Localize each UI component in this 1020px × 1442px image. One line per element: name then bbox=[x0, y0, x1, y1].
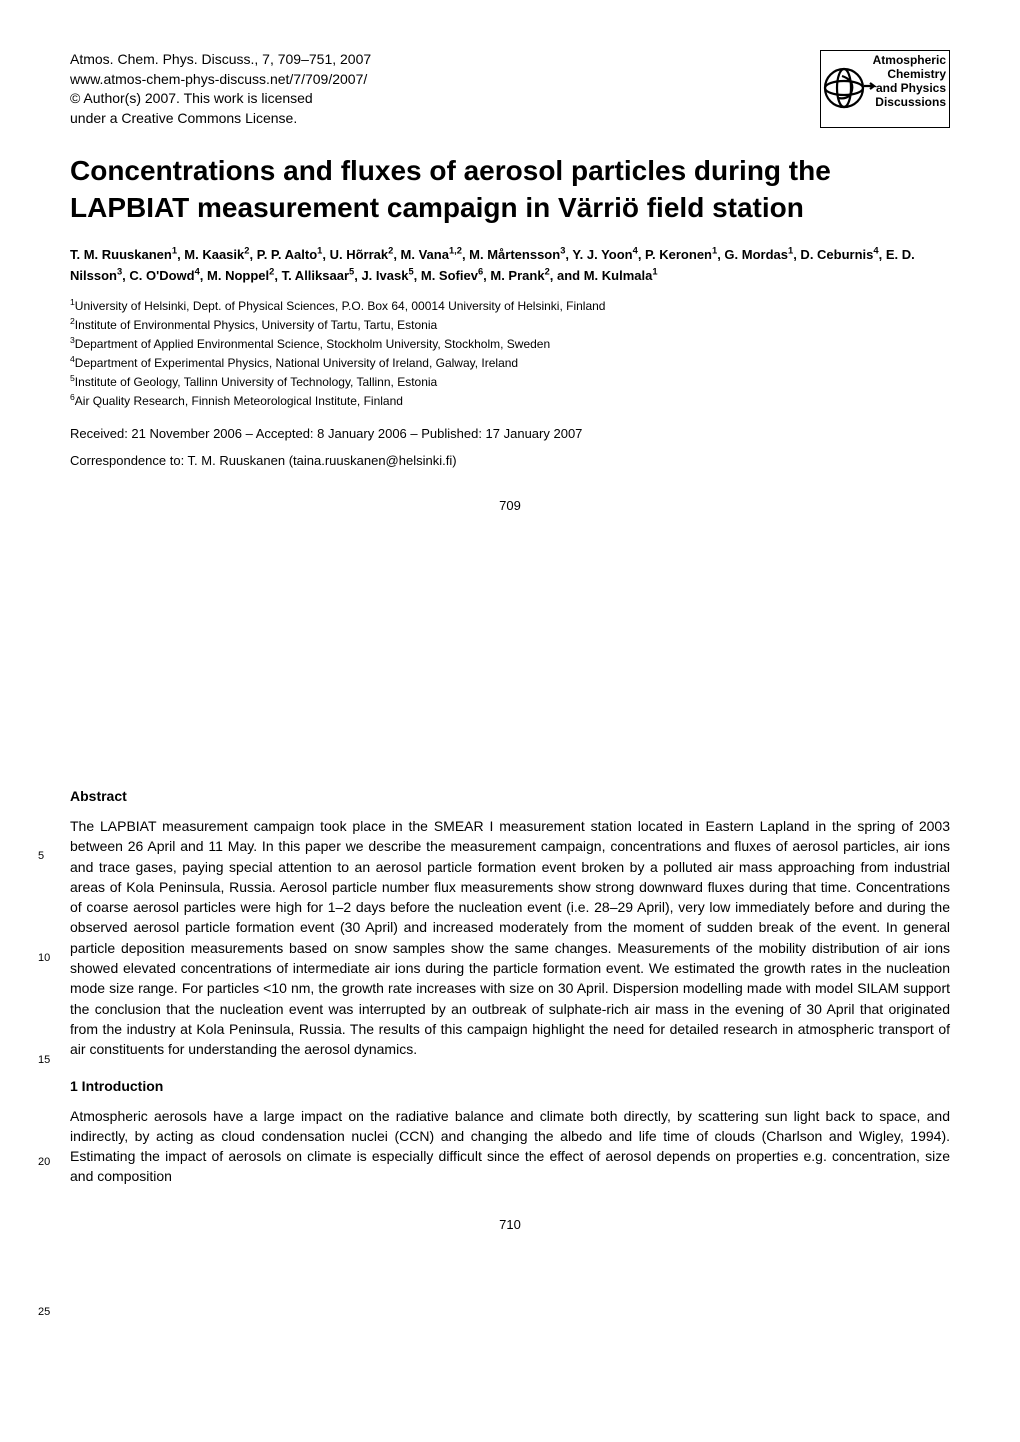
affil-5: 5Institute of Geology, Tallinn Universit… bbox=[70, 372, 950, 391]
header-row: Atmos. Chem. Phys. Discuss., 7, 709–751,… bbox=[70, 50, 950, 128]
affil-4: 4Department of Experimental Physics, Nat… bbox=[70, 353, 950, 372]
logo-text-1: Atmospheric bbox=[873, 53, 947, 67]
journal-logo-svg: Atmospheric Chemistry and Physics Discus… bbox=[820, 50, 950, 128]
logo-text-4: Discussions bbox=[875, 95, 946, 109]
line-no-25: 25 bbox=[38, 1306, 50, 1318]
page-1: Atmos. Chem. Phys. Discuss., 7, 709–751,… bbox=[0, 0, 1020, 720]
affil-2-text: Institute of Environmental Physics, Univ… bbox=[75, 318, 437, 332]
affil-3-text: Department of Applied Environmental Scie… bbox=[75, 337, 550, 351]
affil-5-text: Institute of Geology, Tallinn University… bbox=[75, 375, 437, 389]
intro-heading: 1 Introduction bbox=[70, 1078, 950, 1094]
journal-url: www.atmos-chem-phys-discuss.net/7/709/20… bbox=[70, 70, 371, 90]
license-line: under a Creative Commons License. bbox=[70, 109, 371, 129]
affil-1-text: University of Helsinki, Dept. of Physica… bbox=[75, 299, 606, 313]
dates-line: Received: 21 November 2006 – Accepted: 8… bbox=[70, 426, 950, 441]
authors-list: T. M. Ruuskanen1, M. Kaasik2, P. P. Aalt… bbox=[70, 244, 950, 286]
journal-logo: Atmospheric Chemistry and Physics Discus… bbox=[820, 50, 950, 128]
affil-6-text: Air Quality Research, Finnish Meteorolog… bbox=[75, 394, 403, 408]
paper-title: Concentrations and fluxes of aerosol par… bbox=[70, 153, 950, 226]
copyright-line: © Author(s) 2007. This work is licensed bbox=[70, 89, 371, 109]
page-number-2: 710 bbox=[70, 1217, 950, 1232]
affiliations-block: 1University of Helsinki, Dept. of Physic… bbox=[70, 296, 950, 410]
line-no-10: 10 bbox=[38, 952, 50, 964]
header-text: Atmos. Chem. Phys. Discuss., 7, 709–751,… bbox=[70, 50, 371, 128]
intro-body: Atmospheric aerosols have a large impact… bbox=[70, 1106, 950, 1187]
affil-6: 6Air Quality Research, Finnish Meteorolo… bbox=[70, 391, 950, 410]
correspondence-line: Correspondence to: T. M. Ruuskanen (tain… bbox=[70, 453, 950, 468]
line-no-20: 20 bbox=[38, 1156, 50, 1168]
affil-2: 2Institute of Environmental Physics, Uni… bbox=[70, 315, 950, 334]
affil-1: 1University of Helsinki, Dept. of Physic… bbox=[70, 296, 950, 315]
journal-ref: Atmos. Chem. Phys. Discuss., 7, 709–751,… bbox=[70, 50, 371, 70]
line-no-15: 15 bbox=[38, 1054, 50, 1066]
abstract-heading: Abstract bbox=[70, 788, 950, 804]
line-no-5: 5 bbox=[38, 850, 44, 862]
page-number-1: 709 bbox=[70, 498, 950, 513]
affil-3: 3Department of Applied Environmental Sci… bbox=[70, 334, 950, 353]
affil-4-text: Department of Experimental Physics, Nati… bbox=[75, 356, 518, 370]
logo-text-2: Chemistry bbox=[887, 67, 946, 81]
logo-text-3: and Physics bbox=[876, 81, 946, 95]
page-2: Abstract 5 10 15 20 25 The LAPBIAT measu… bbox=[0, 720, 1020, 1440]
abstract-body: The LAPBIAT measurement campaign took pl… bbox=[70, 816, 950, 1060]
